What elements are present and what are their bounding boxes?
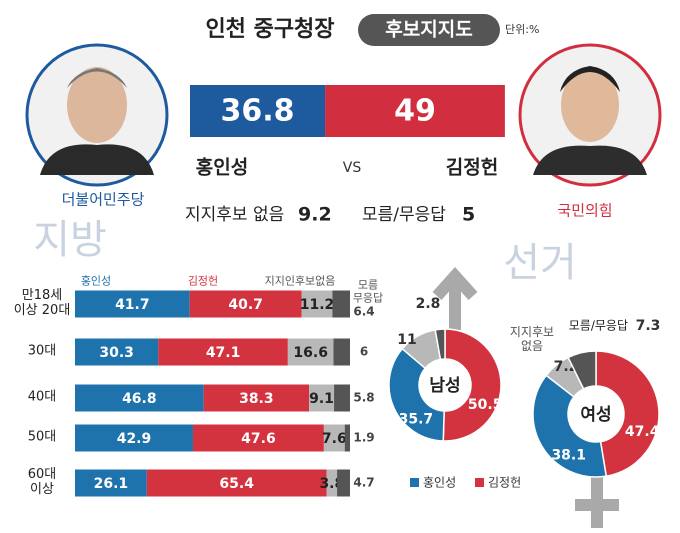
bar-segment (337, 469, 350, 497)
bar-value: 30.3 (99, 345, 134, 361)
pie-center (569, 387, 623, 441)
pie-slice (434, 328, 446, 361)
bar-value: 7.6 (322, 431, 347, 447)
category-label: 만18세 이상 20대 (13, 288, 71, 318)
pie-value: 35.7 (399, 411, 434, 427)
other-label: 지지후보 없음 (185, 205, 284, 225)
bar-segment (203, 384, 310, 412)
legend-label: 지지인후보없음 (264, 274, 336, 288)
bar-segment (333, 338, 350, 366)
bar-segment (323, 424, 345, 452)
pie-category: 모름/무응답 (569, 319, 628, 333)
legend-label: 홍인성 (423, 476, 456, 490)
legend-label: 김정헌 (187, 274, 219, 288)
bar-segment (158, 338, 288, 366)
pie-slice (567, 350, 597, 390)
title: 인천 중구청장 (205, 17, 334, 42)
bar-value: 26.1 (94, 476, 129, 492)
bar-segment (309, 384, 335, 412)
bar-segment (344, 424, 350, 452)
bar-value: 6 (360, 345, 368, 359)
other-value: 9.2 (298, 204, 332, 226)
candidate-bar (190, 85, 326, 137)
bar-value: 6.4 (353, 305, 374, 319)
bar-segment (287, 338, 334, 366)
pie-value: 50.5 (468, 397, 503, 413)
bar-segment (332, 290, 350, 318)
photo-left (25, 43, 169, 187)
bar-segment (75, 384, 204, 412)
pie-category: 지지후보 없음 (509, 325, 555, 353)
bar-value: 42.9 (117, 431, 152, 447)
female-symbol (575, 470, 619, 528)
bar-value: 41.7 (115, 297, 150, 313)
other-label: 모름/무응답 (362, 205, 446, 225)
pie-title: 여성 (580, 405, 611, 425)
candidate-name: 홍인성 (196, 156, 248, 179)
pie-value: 38.1 (551, 447, 586, 463)
bar-value: 47.1 (206, 345, 241, 361)
legend-label: 김정헌 (488, 476, 521, 490)
bar-value: 47.6 (241, 431, 276, 447)
bar-segment (192, 424, 324, 452)
legend-label: 홍인성 (80, 274, 112, 288)
legend-swatch (475, 478, 484, 487)
pie-center (420, 360, 470, 410)
bar-segment (75, 424, 193, 452)
bar-value: 65.4 (219, 476, 254, 492)
category-label: 40대 (27, 389, 57, 405)
watermark: 선거 (503, 240, 577, 286)
pie-value: 7.3 (636, 318, 661, 334)
bar-segment (189, 290, 302, 318)
other-value: 5 (462, 204, 475, 226)
bar-value: 11.2 (300, 297, 335, 313)
badge: 후보지지도 (385, 19, 472, 41)
candidate-value: 36.8 (221, 94, 295, 129)
legend-swatch (410, 478, 419, 487)
vs: VS (343, 160, 362, 176)
photo-right (518, 43, 662, 187)
pie-title: 남성 (429, 376, 460, 396)
bar-value: 46.8 (122, 391, 157, 407)
bar-value: 1.9 (353, 431, 374, 445)
bar-segment (326, 469, 338, 497)
category-label: 50대 (27, 429, 57, 445)
party: 더불어민주당 (62, 191, 145, 209)
bar-value: 38.3 (239, 391, 274, 407)
bar-value: 40.7 (228, 297, 263, 313)
candidate-value: 49 (394, 94, 436, 129)
pie-value: 2.8 (416, 296, 441, 312)
watermark: 지방 (33, 217, 107, 263)
pie-value: 47.4 (625, 424, 660, 440)
badge-bg (358, 14, 500, 46)
bar-segment (301, 290, 333, 318)
pie-slice (442, 328, 502, 442)
bar-value: 9.1 (309, 391, 334, 407)
bar-segment (75, 338, 159, 366)
candidate-name: 김정헌 (446, 157, 498, 179)
pie-value: 11 (397, 332, 416, 348)
bar-segment (75, 290, 190, 318)
candidate-bar (325, 85, 505, 137)
category-label: 30대 (27, 343, 57, 359)
male-symbol (432, 267, 478, 330)
legend-label: 모름 무응답 (352, 278, 384, 304)
bar-segment (146, 469, 327, 497)
category-label: 60대 이상 (27, 467, 57, 497)
bar-value: 4.7 (353, 476, 374, 490)
bar-segment (334, 384, 350, 412)
pie-slice (388, 347, 445, 442)
unit: 단위:% (505, 23, 539, 36)
bar-value: 16.6 (293, 345, 328, 361)
pie-slice (532, 374, 608, 478)
bar-value: 5.8 (353, 391, 374, 405)
bar-segment (75, 469, 147, 497)
party: 국민의힘 (557, 202, 612, 220)
pie-slice (595, 350, 660, 478)
